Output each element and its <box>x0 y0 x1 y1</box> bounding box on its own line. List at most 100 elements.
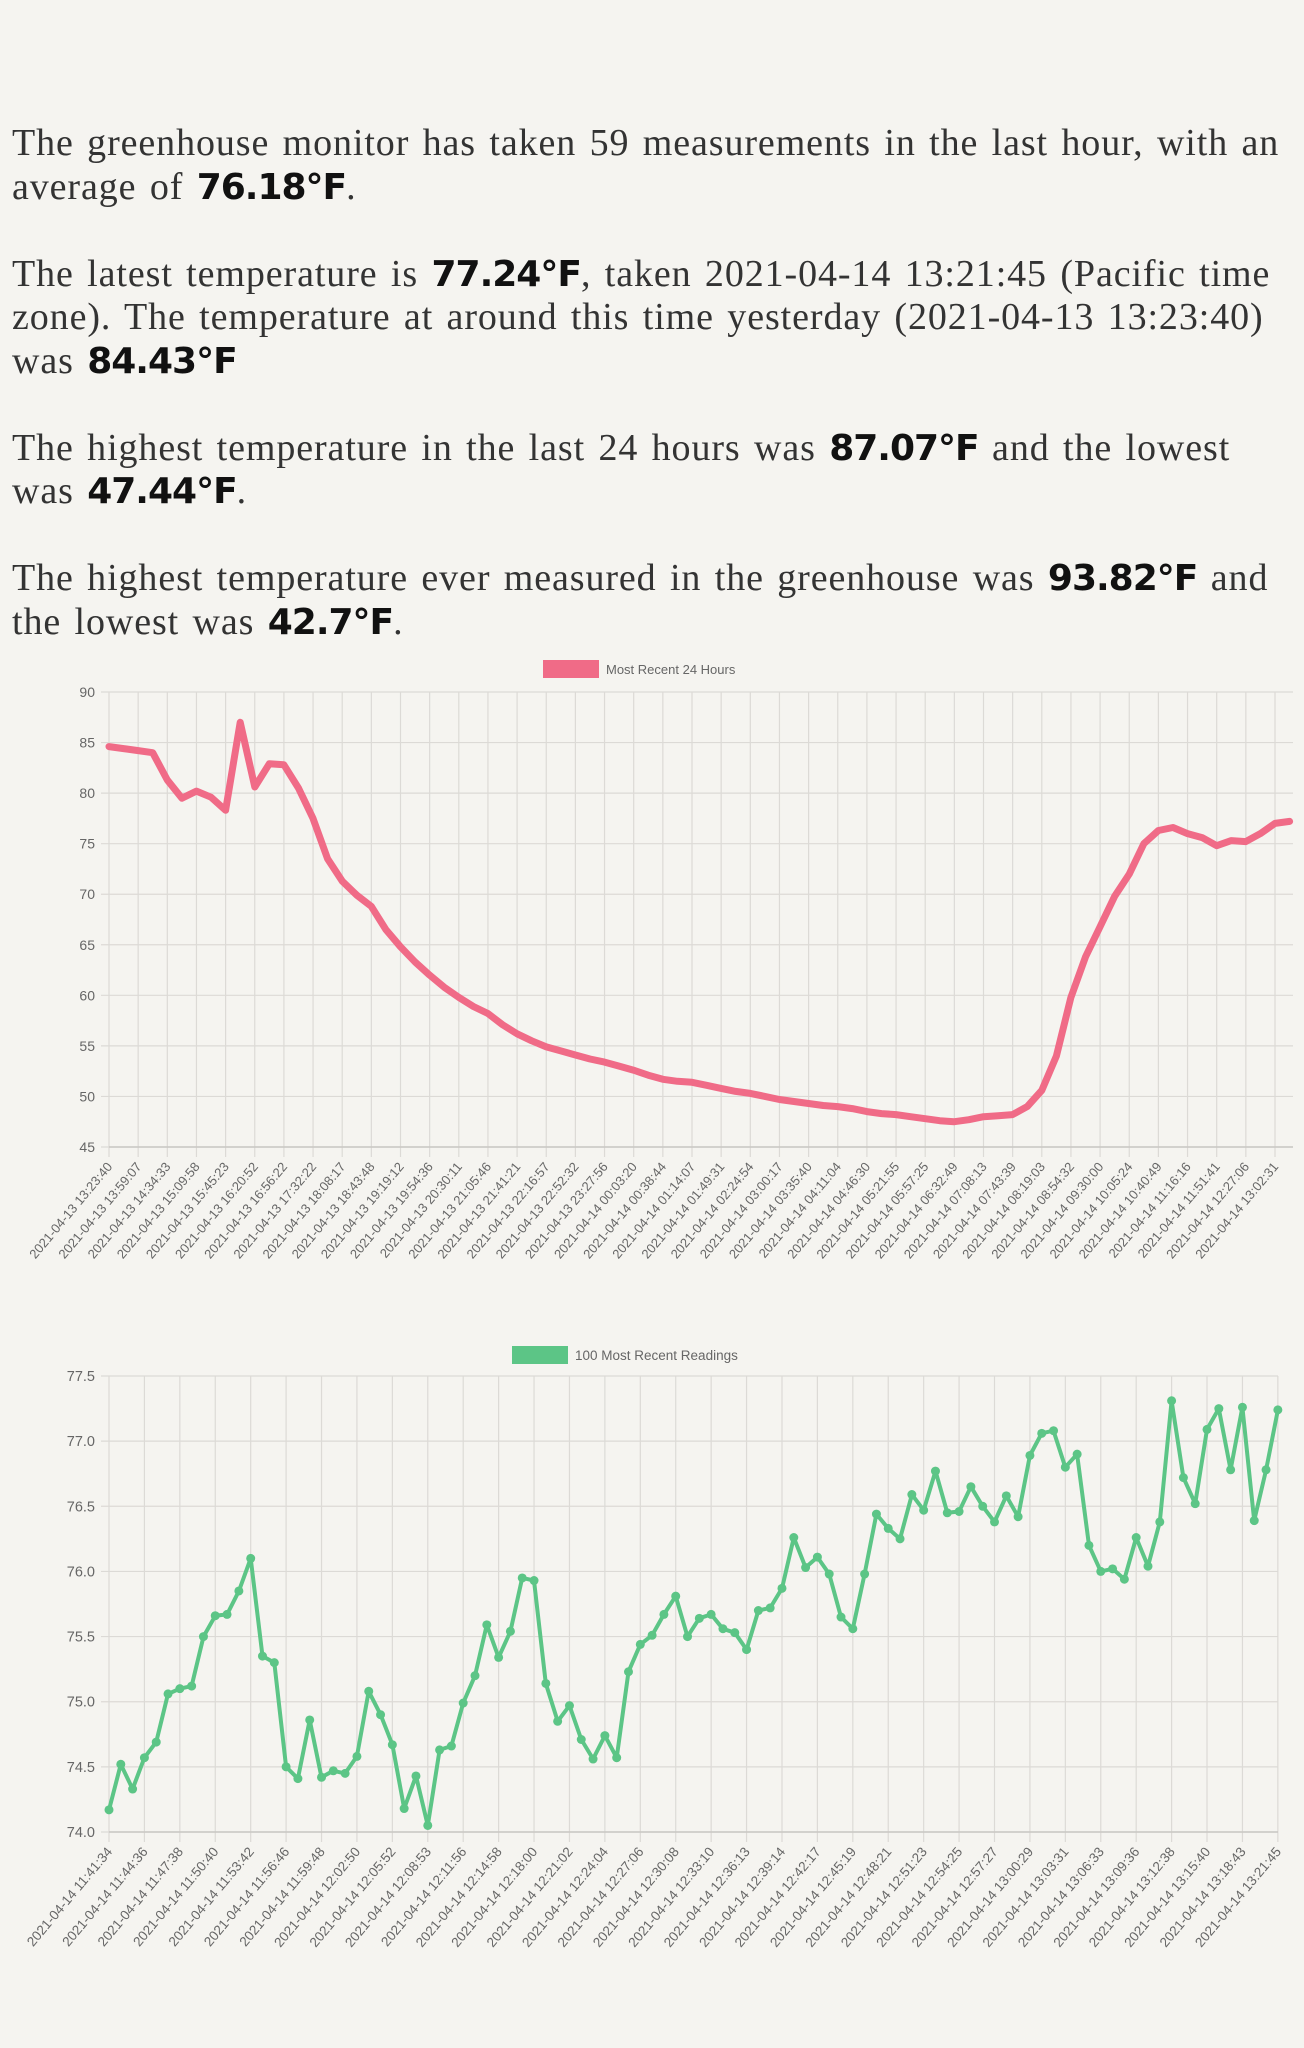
data-point <box>1060 1462 1070 1472</box>
record-summary: The highest temperature ever measured in… <box>12 557 1269 643</box>
data-point <box>482 1620 492 1630</box>
data-point <box>1131 1533 1141 1543</box>
data-point <box>1108 1564 1118 1574</box>
data-point <box>1155 1517 1165 1527</box>
data-point <box>352 1751 362 1761</box>
data-point <box>742 1645 752 1655</box>
y-tick-label: 77.5 <box>67 1369 95 1385</box>
day-high: 87.07°F <box>829 427 979 469</box>
data-point <box>1013 1512 1023 1522</box>
data-point <box>812 1552 822 1562</box>
y-tick-label: 60 <box>79 987 95 1003</box>
data-point <box>848 1624 858 1634</box>
latest-summary: The latest temperature is 77.24°F, taken… <box>12 252 1271 382</box>
data-point <box>470 1671 480 1681</box>
data-point <box>659 1609 669 1619</box>
data-point <box>1072 1449 1082 1459</box>
data-point <box>836 1612 846 1622</box>
data-point <box>305 1715 315 1725</box>
data-point <box>930 1466 940 1476</box>
data-point <box>730 1628 740 1638</box>
legend-label: Most Recent 24 Hours <box>606 662 736 677</box>
data-point <box>1025 1450 1035 1460</box>
data-point <box>517 1573 527 1583</box>
data-point <box>588 1754 598 1764</box>
data-point <box>706 1609 716 1619</box>
data-point <box>1084 1540 1094 1550</box>
data-point <box>163 1689 173 1699</box>
y-tick-label: 80 <box>79 785 95 801</box>
y-tick-label: 75.0 <box>67 1695 95 1711</box>
y-tick-label: 55 <box>79 1038 95 1054</box>
data-point <box>269 1658 279 1668</box>
data-point <box>128 1784 138 1794</box>
data-point <box>1119 1574 1129 1584</box>
data-point <box>1214 1404 1224 1414</box>
y-tick-label: 76.0 <box>67 1564 95 1580</box>
data-point <box>1049 1426 1059 1436</box>
data-point <box>801 1563 811 1573</box>
hour-average: 76.18°F <box>196 166 347 208</box>
data-point <box>978 1501 988 1511</box>
chart-24-hours: Most Recent 24 Hours 90 85 80 75 70 65 60 55 50 45… <box>26 660 1294 1261</box>
data-point <box>765 1603 775 1613</box>
record-low: 42.7°F <box>267 601 394 643</box>
y-tick-label: 76.5 <box>67 1499 95 1515</box>
data-point <box>116 1759 126 1769</box>
data-point <box>210 1611 220 1621</box>
record-high: 93.82°F <box>1047 558 1198 599</box>
data-point <box>257 1651 267 1661</box>
data-point <box>1202 1424 1212 1434</box>
y-tick-label: 75.5 <box>67 1630 95 1646</box>
y-tick-label: 70 <box>79 886 95 902</box>
series-line <box>105 718 1294 1126</box>
y-tick-label: 50 <box>79 1088 95 1104</box>
data-point <box>104 1805 114 1815</box>
data-point <box>175 1684 185 1694</box>
data-point <box>1001 1491 1011 1501</box>
series-line <box>107 1398 1280 1828</box>
y-tick-label: 65 <box>79 937 95 953</box>
data-point <box>600 1731 610 1741</box>
data-point <box>293 1774 303 1784</box>
data-point <box>954 1506 964 1516</box>
y-tick-label: 90 <box>79 684 95 700</box>
y-tick-label: 74.5 <box>67 1760 95 1776</box>
latest-temperature: 77.24°F <box>431 253 581 295</box>
data-point <box>446 1741 456 1751</box>
data-point <box>317 1772 327 1782</box>
data-point <box>529 1576 539 1586</box>
data-point <box>612 1753 622 1763</box>
data-point <box>151 1737 161 1747</box>
measurement-summary: The greenhouse monitor has taken 59 meas… <box>12 122 1280 208</box>
data-point <box>281 1762 291 1772</box>
data-point <box>907 1490 917 1500</box>
data-point <box>505 1626 515 1636</box>
data-point <box>671 1591 681 1601</box>
data-point <box>1249 1516 1259 1526</box>
data-point <box>753 1606 763 1616</box>
data-point <box>647 1630 657 1640</box>
data-point <box>1237 1402 1247 1412</box>
data-point <box>399 1804 409 1814</box>
data-point <box>553 1716 563 1726</box>
data-point <box>1226 1465 1236 1475</box>
data-point <box>683 1632 693 1642</box>
data-point <box>246 1553 256 1563</box>
yesterday-temperature: 84.43°F <box>87 340 237 382</box>
data-point <box>1167 1396 1177 1406</box>
data-point <box>919 1505 929 1515</box>
data-point <box>1178 1473 1188 1483</box>
data-point <box>340 1768 350 1778</box>
data-point <box>789 1533 799 1543</box>
temperature-summary: The greenhouse monitor has taken 59 meas… <box>12 122 1302 688</box>
data-point <box>376 1710 386 1720</box>
data-point <box>541 1678 551 1688</box>
data-point <box>1037 1428 1047 1438</box>
data-point <box>824 1569 834 1579</box>
data-point <box>1261 1465 1271 1475</box>
data-point <box>990 1517 999 1527</box>
y-tick-label: 85 <box>79 735 95 751</box>
data-point <box>1143 1561 1153 1571</box>
data-point <box>635 1639 645 1649</box>
